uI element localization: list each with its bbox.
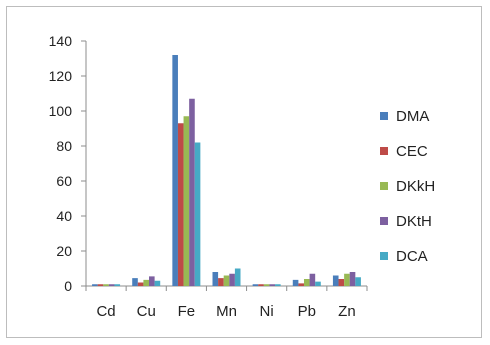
y-tick-label: 120 [49, 68, 73, 84]
chart-axes: 0 20 40 60 80 100 120 140 Cd Cu Fe Mn Ni Pb Zn [49, 33, 368, 320]
bar-dkkh-ni [263, 284, 270, 286]
bar-cec-ni [258, 284, 264, 286]
bar-dca-ni [275, 284, 281, 286]
bar-dca-pb [315, 281, 321, 286]
bar-dkkh-mn [223, 275, 230, 286]
bar-dkth-fe [189, 98, 195, 286]
legend-swatch-dca [380, 252, 388, 260]
y-tick-label: 0 [64, 278, 72, 294]
x-tick-label: Mn [216, 303, 237, 320]
legend-label-cec: CEC [396, 143, 428, 160]
bar-dma-mn [212, 272, 219, 286]
x-tick-label: Pb [298, 303, 316, 320]
bar-dma-cd [92, 284, 98, 286]
bar-dkth-mn [229, 273, 235, 286]
bar-dkth-ni [269, 284, 276, 286]
bar-dca-fe [194, 142, 201, 286]
bar-dkth-pb [309, 273, 316, 286]
bar-dkkh-cu [143, 279, 150, 286]
bar-dma-ni [252, 284, 259, 286]
x-tick-label: Cd [96, 303, 115, 320]
bar-cec-zn [338, 279, 345, 286]
bar-dma-cu [132, 278, 138, 286]
legend-label-dkkh: DKkH [396, 178, 435, 195]
y-tick-label: 60 [56, 173, 72, 189]
legend-label-dma: DMA [396, 108, 429, 125]
bar-cec-mn [218, 278, 224, 286]
x-tick-label: Zn [338, 303, 356, 320]
x-tick-label: Ni [260, 303, 274, 320]
bar-dkth-cd [108, 284, 115, 286]
bar-cec-cu [137, 282, 144, 286]
legend-swatch-dkkh [380, 182, 388, 190]
bar-dkkh-pb [303, 279, 310, 286]
bar-dkkh-fe [183, 116, 190, 286]
y-tick-label: 100 [49, 103, 73, 119]
bar-dca-zn [355, 277, 361, 286]
legend-swatch-dkth [380, 217, 388, 225]
chart-frame [6, 6, 482, 338]
y-tick-label: 20 [56, 243, 72, 259]
x-tick-label: Cu [137, 303, 156, 320]
bar-cec-cd [97, 284, 104, 286]
bar-dkth-cu [149, 276, 155, 286]
bar-dkkh-zn [344, 273, 350, 286]
y-tick-label: 80 [56, 138, 72, 154]
legend-label-dkth: DKtH [396, 213, 432, 230]
bar-cec-pb [298, 283, 304, 286]
y-tick-label: 40 [56, 208, 72, 224]
bar-dma-pb [292, 279, 299, 286]
bar-dkth-zn [349, 272, 356, 286]
legend-swatch-dma [380, 112, 388, 120]
legend-swatch-cec [380, 147, 388, 155]
chart-legend: DMA CEC DKkH DKtH DCA [380, 108, 435, 265]
bar-dma-zn [332, 275, 339, 286]
legend-label-dca: DCA [396, 248, 428, 265]
bar-cec-fe [177, 123, 184, 286]
bar-dca-cd [114, 284, 121, 286]
bar-dkkh-cd [103, 284, 109, 286]
x-tick-label: Fe [178, 303, 196, 320]
chart-bars [92, 55, 361, 286]
bar-dca-cu [154, 280, 161, 286]
bar-dma-fe [172, 55, 178, 286]
y-tick-label: 140 [49, 33, 73, 49]
bar-dca-mn [234, 268, 241, 286]
